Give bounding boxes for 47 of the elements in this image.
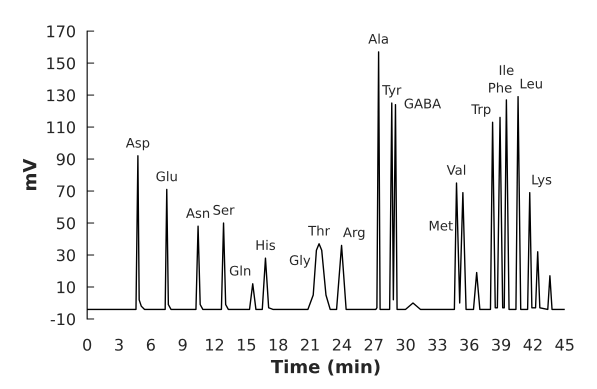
annotation: Thr: [308, 225, 330, 236]
x-tick-label: 9: [178, 338, 187, 351]
x-tick-label: 27: [364, 338, 383, 351]
x-tick-label: 12: [206, 338, 224, 351]
x-axis-title: Time (min): [270, 359, 380, 376]
x-tick-label: 36: [460, 338, 478, 351]
y-tick-label: 10: [57, 281, 75, 294]
annotation: Tyr: [382, 85, 402, 98]
annotation: Asp: [126, 138, 150, 150]
y-tick-label: 50: [56, 217, 75, 230]
y-tick-label: 150: [47, 57, 75, 70]
annotation: Val: [446, 164, 466, 175]
annotation: Trp: [471, 104, 490, 117]
annotation: Leu: [520, 78, 542, 89]
x-tick-label: 0: [83, 338, 92, 351]
x-tick-label: 24: [332, 338, 352, 351]
annotation: Ile: [500, 64, 514, 76]
annotation: Ala: [368, 34, 388, 44]
annotation: His: [256, 240, 276, 250]
annotation: Asn: [186, 208, 210, 218]
annotation: Met: [430, 220, 453, 231]
y-tick-label: 170: [47, 25, 75, 38]
x-tick-label: 45: [555, 338, 574, 351]
y-tick-label: 90: [56, 153, 75, 166]
y-tick-label: -10: [50, 313, 75, 326]
annotation: Arg: [343, 227, 364, 240]
x-tick-label: 21: [301, 338, 319, 351]
y-tick-label: 30: [56, 249, 75, 262]
annotation: Gln: [230, 265, 250, 276]
annotation: Phe: [489, 82, 512, 93]
x-tick-label: 3: [115, 338, 123, 351]
x-tick-label: 39: [492, 338, 510, 351]
x-tick-label: 15: [238, 338, 256, 351]
x-tick-label: 33: [428, 338, 446, 351]
x-tick-label: 18: [270, 338, 288, 351]
y-tick-label: 110: [47, 121, 75, 134]
x-tick-label: 30: [396, 338, 415, 351]
y-tick-label: 70: [57, 185, 75, 198]
annotation: Gly: [290, 254, 310, 268]
annotation: GABA: [404, 98, 442, 109]
annotation: Lys: [532, 174, 552, 188]
x-tick-label: 6: [146, 338, 155, 351]
annotation: Ser: [213, 204, 234, 215]
annotation: Glu: [156, 171, 177, 182]
y-tick-label: 130: [47, 89, 75, 102]
y-axis-title: mV: [23, 158, 36, 190]
x-tick-label: 42: [524, 338, 542, 351]
